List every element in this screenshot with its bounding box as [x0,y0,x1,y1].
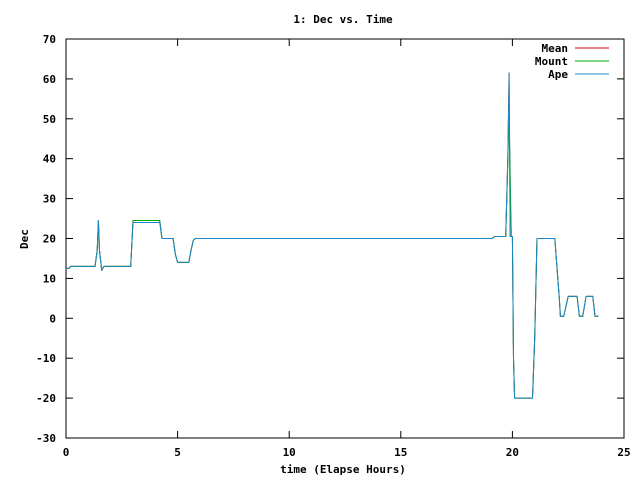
y-tick-label: 60 [43,73,56,86]
y-tick-label: 10 [43,272,56,285]
series-line-mean [66,72,599,399]
legend-label-ape: Ape [548,68,568,81]
y-tick-label: 30 [43,193,56,206]
y-axis-label: Dec [18,229,31,249]
y-tick-label: 0 [49,312,56,325]
axes-layer: -30 -20 -10 0 10 20 30 40 50 60 70 0 5 10 15 20 25 [36,33,631,459]
x-tick-label: 0 [63,446,70,459]
x-axis-label: time (Elapse Hours) [280,463,406,476]
y-tick-label: -10 [36,352,56,365]
y-tick-label: 20 [43,233,56,246]
legend-label-mount: Mount [535,55,568,68]
series-layer [66,72,599,399]
x-tick-label: 25 [617,446,630,459]
series-line-ape [66,72,599,399]
y-tick-label: -20 [36,392,56,405]
y-tick-label: -30 [36,432,56,445]
x-tick-label: 5 [174,446,181,459]
x-tick-label: 20 [506,446,519,459]
y-tick-label: 50 [43,113,56,126]
y-tick-label: 40 [43,153,56,166]
legend-label-mean: Mean [542,42,569,55]
y-tick-label: 70 [43,33,56,46]
series-line-mount [66,114,599,399]
x-tick-label: 15 [394,446,407,459]
chart-title: 1: Dec vs. Time [293,13,393,26]
x-tick-label: 10 [283,446,296,459]
